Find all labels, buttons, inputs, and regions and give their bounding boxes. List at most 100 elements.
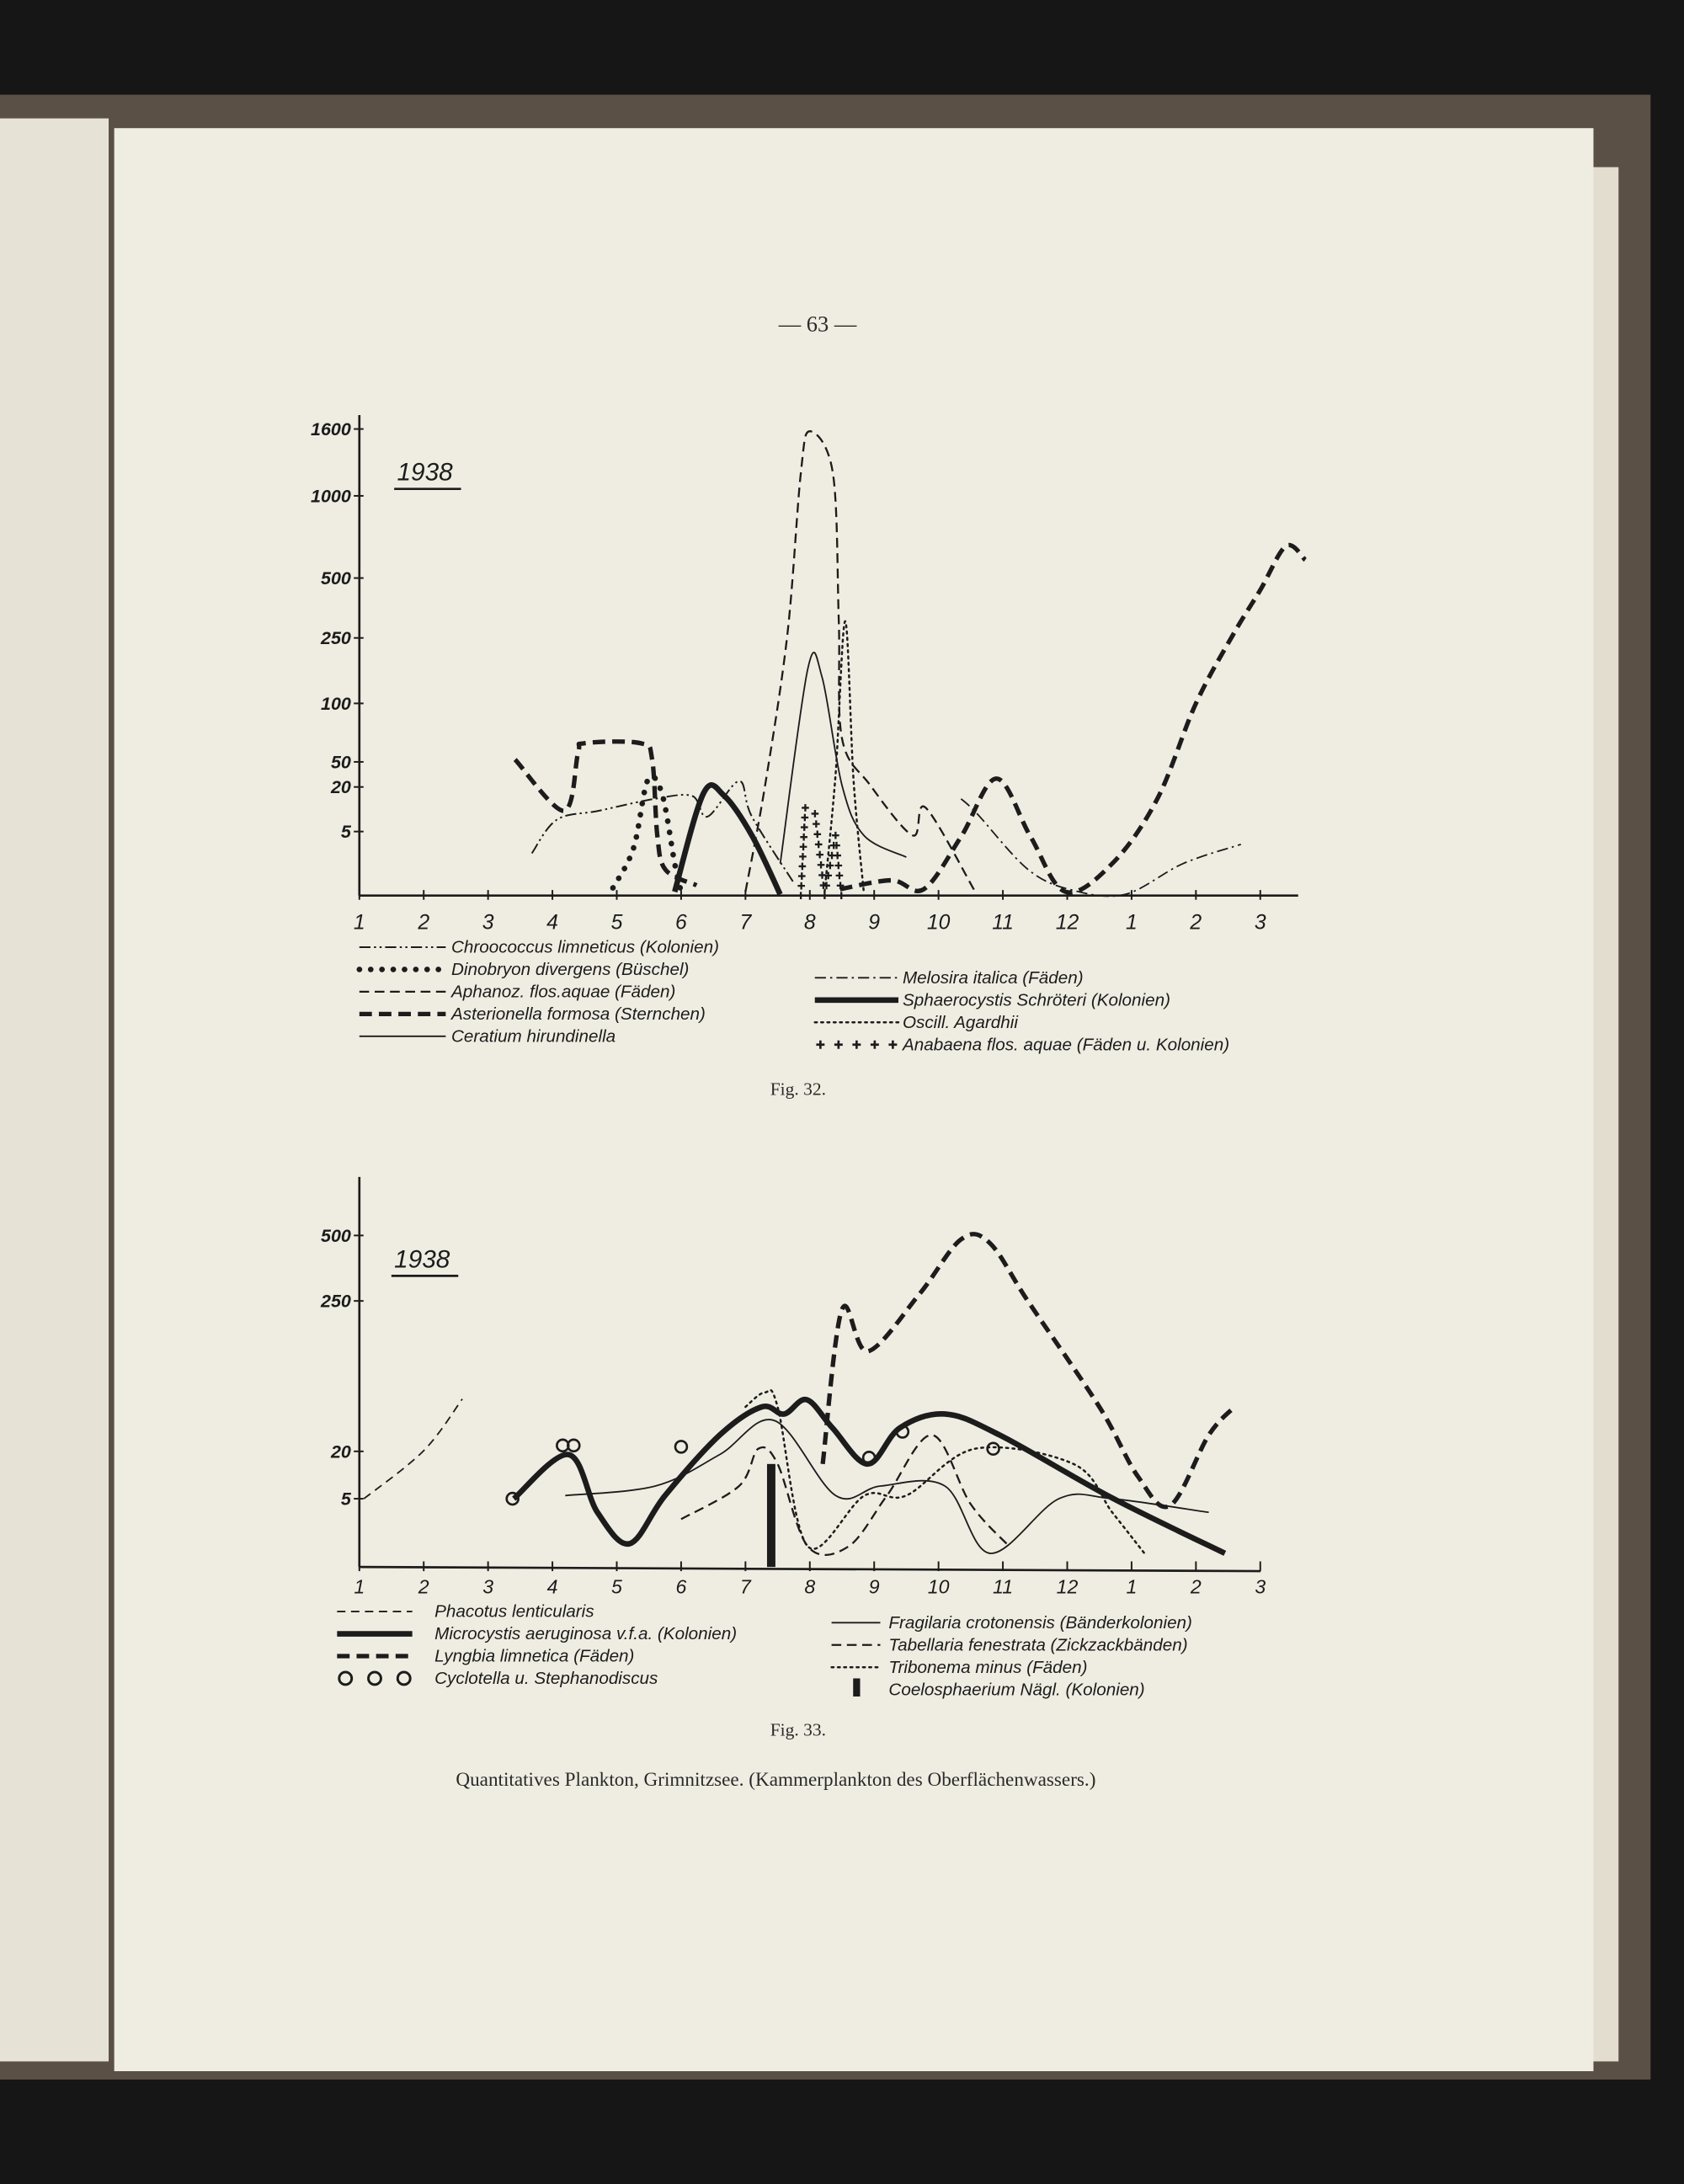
- series-cyclotella-u-stephanodiscus: [505, 1425, 1000, 1506]
- series-coelosphaerium-n-gl-kolonien: [766, 1463, 775, 1568]
- fig-33-label: Fig. 33.: [770, 1719, 826, 1739]
- series-asterionella-formosa-sternchen: [839, 542, 1308, 895]
- x-tick-label: 4: [546, 911, 558, 934]
- series-chroococcus-limneticus-kolonien: [530, 780, 795, 884]
- series-line: [823, 620, 866, 895]
- bar-mark: [766, 1463, 775, 1568]
- legend-label: Coelosphaerium Nägl. (Kolonien): [888, 1680, 1144, 1699]
- legend-label: Lyngbia limnetica (Fäden): [434, 1647, 634, 1666]
- series-asterionella-formosa-sternchen: [513, 739, 698, 887]
- data-point-circle: [895, 1425, 910, 1439]
- legend-symbol: [816, 1040, 898, 1049]
- y-tick-label: 50: [331, 752, 351, 772]
- series-lyngbia-limnetica-f-den: [820, 1232, 1237, 1510]
- series-line: [672, 782, 783, 896]
- series-line: [960, 798, 1242, 898]
- x-tick-label: 2: [418, 1576, 429, 1598]
- legend-symbol: [853, 1678, 861, 1697]
- legend-entry: Lyngbia limnetica (Fäden): [337, 1647, 634, 1666]
- x-tick-label: 6: [675, 911, 687, 934]
- x-tick-label: 8: [804, 1576, 815, 1598]
- legend-label: Dinobryon divergens (Büschel): [451, 960, 689, 979]
- data-point-circle: [674, 1440, 689, 1454]
- year-label: 1938: [394, 1245, 450, 1273]
- legend-entry: Chroococcus limneticus (Kolonien): [359, 938, 719, 957]
- legend-entry: Fragilaria crotonensis (Bänderkolonien): [831, 1613, 1192, 1633]
- data-point-circle: [861, 1451, 877, 1465]
- series-line: [565, 1419, 1209, 1554]
- series-line: [512, 1397, 1227, 1556]
- y-tick-label: 500: [321, 568, 351, 589]
- page-number: — 63 —: [778, 312, 857, 337]
- series-line: [744, 430, 977, 892]
- x-tick-label: 12: [1056, 911, 1079, 934]
- y-tick-label: 5: [341, 822, 352, 842]
- x-tick-label: 10: [927, 911, 951, 934]
- data-point-circle: [567, 1438, 581, 1453]
- legend-entry: Anabaena flos. aquae (Fäden u. Kolonien): [816, 1035, 1229, 1054]
- x-tick-label: 1: [1126, 911, 1138, 934]
- series-line: [839, 542, 1308, 895]
- x-tick-label: 1: [354, 911, 365, 934]
- series-sphaerocystis-schr-teri-kolonien: [672, 782, 783, 896]
- y-tick-label: 1000: [311, 486, 351, 506]
- series-melosira-italica-f-den: [960, 798, 1242, 898]
- series-tribonema-minus-f-den: [744, 1388, 1146, 1555]
- legend-entry: Tabellaria fenestrata (Zickzackbänden): [831, 1635, 1188, 1654]
- legend-label: Tribonema minus (Fäden): [888, 1658, 1087, 1677]
- x-tick-label: 7: [739, 911, 752, 934]
- y-tick-label: 500: [321, 1226, 351, 1246]
- legend-label: Fragilaria crotonensis (Bänderkolonien): [888, 1613, 1192, 1633]
- y-tick-label: 20: [330, 777, 351, 797]
- data-point-circle: [505, 1491, 520, 1506]
- legend-entry: Microcystis aeruginosa v.f.a. (Kolonien): [337, 1624, 737, 1643]
- y-tick-label: 20: [330, 1441, 351, 1462]
- y-tick-label: 100: [321, 694, 351, 714]
- legend-label: Anabaena flos. aquae (Fäden u. Kolonien): [901, 1035, 1229, 1054]
- legend-entry: Phacotus lenticularis: [337, 1602, 594, 1622]
- x-tick-label: 4: [547, 1576, 558, 1598]
- legend-entry: Ceratium hirundinella: [359, 1026, 616, 1046]
- x-tick-label: 9: [868, 911, 880, 934]
- x-tick-label: 8: [804, 911, 816, 934]
- legend-label: Phacotus lenticularis: [434, 1602, 594, 1622]
- legend-entry: Melosira italica (Fäden): [814, 968, 1084, 988]
- x-tick-label: 2: [1189, 911, 1202, 934]
- x-tick-label: 11: [993, 1576, 1013, 1598]
- legend-label: Sphaerocystis Schröteri (Kolonien): [903, 990, 1170, 1009]
- legend-label: Asterionella formosa (Sternchen): [450, 1004, 706, 1024]
- x-tick-label: 11: [992, 911, 1014, 934]
- x-tick-label: 9: [869, 1576, 880, 1598]
- series-line: [744, 1388, 1146, 1555]
- x-tick-label: 2: [417, 911, 429, 934]
- series-microcystis-aeruginosa-v-f-a-kolonien: [512, 1397, 1227, 1556]
- legend-entry: Coelosphaerium Nägl. (Kolonien): [853, 1678, 1145, 1699]
- series-line: [513, 739, 698, 887]
- legend-label: Cyclotella u. Stephanodiscus: [434, 1669, 658, 1688]
- data-point-circle: [986, 1441, 1000, 1456]
- page-paper: [114, 128, 1594, 2071]
- legend-entry: Cyclotella u. Stephanodiscus: [338, 1669, 658, 1688]
- series-aphanoz-flos-aquae-f-den: [744, 430, 977, 892]
- legend-entry: Sphaerocystis Schröteri (Kolonien): [814, 990, 1170, 1009]
- x-tick-label: 1: [354, 1576, 365, 1598]
- series-line: [680, 1434, 1010, 1556]
- series-tabellaria-fenestrata-zickzackb-nden: [680, 1434, 1010, 1556]
- y-tick-label: 1600: [311, 419, 351, 439]
- series-line: [530, 780, 795, 884]
- series-phacotus-lenticularis: [363, 1398, 463, 1500]
- series-anabaena-flos-aquae-f-den-u-kolonien: [797, 804, 845, 900]
- legend-label: Ceratium hirundinella: [451, 1026, 616, 1046]
- x-tick-label: 2: [1190, 1576, 1202, 1598]
- legend-label: Melosira italica (Fäden): [903, 968, 1084, 988]
- legend-entry: Oscill. Agardhii: [813, 1013, 1019, 1032]
- x-tick-label: 5: [611, 911, 623, 934]
- series-line: [363, 1398, 463, 1500]
- series-line: [820, 1232, 1237, 1510]
- legend-symbol: [367, 1670, 382, 1686]
- x-tick-label: 6: [675, 1576, 686, 1598]
- x-tick-label: 7: [740, 1576, 752, 1598]
- y-tick-label: 5: [341, 1489, 352, 1510]
